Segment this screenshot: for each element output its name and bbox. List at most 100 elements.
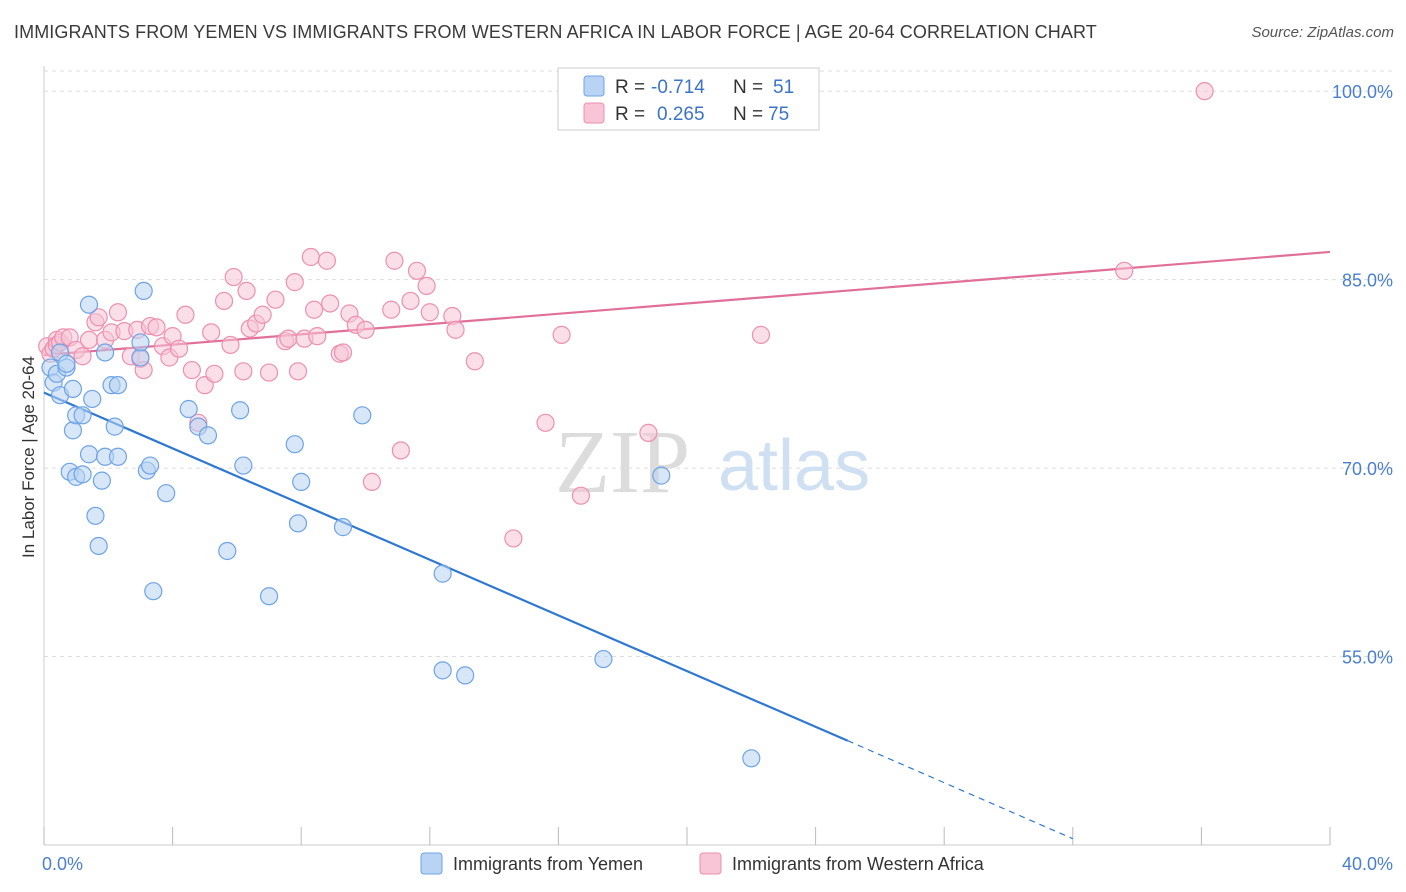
y-tick-label-100: 100.0% — [1332, 82, 1393, 102]
point-western-africa-44 — [279, 329, 298, 348]
point-yemen-42 — [292, 472, 311, 491]
point-western-africa-32 — [205, 364, 224, 383]
point-western-africa-28 — [182, 360, 201, 380]
point-western-africa-57 — [356, 320, 375, 339]
point-yemen-44 — [353, 406, 372, 425]
point-western-africa-74 — [751, 325, 771, 344]
point-yemen-48 — [594, 649, 613, 669]
point-yemen-40 — [285, 435, 304, 454]
point-western-africa-68 — [465, 352, 484, 371]
legend-r-value-1: -0.714 — [651, 77, 705, 98]
point-yemen-24 — [108, 447, 128, 466]
point-western-africa-73 — [639, 423, 658, 442]
bottom-legend-swatch-western-africa — [699, 852, 722, 875]
point-western-africa-75 — [1115, 261, 1134, 280]
point-western-africa-60 — [385, 251, 404, 270]
point-yemen-30 — [140, 456, 160, 475]
point-yemen-38 — [234, 456, 253, 475]
chart-title: IMMIGRANTS FROM YEMEN VS IMMIGRANTS FROM… — [14, 22, 1097, 42]
series-western-africa-points — [38, 82, 1214, 548]
x-tick-label-max: 40.0% — [1342, 854, 1393, 874]
point-western-africa-58 — [362, 472, 382, 491]
point-western-africa-45 — [285, 273, 304, 292]
point-western-africa-72 — [571, 486, 591, 505]
point-yemen-36 — [218, 541, 237, 561]
point-yemen-9 — [63, 421, 83, 440]
point-western-africa-50 — [308, 327, 327, 346]
legend-swatch-western-africa — [583, 102, 605, 124]
point-western-africa-46 — [288, 362, 308, 381]
legend-n-label-2: N = — [733, 104, 763, 125]
point-yemen-33 — [179, 399, 198, 419]
point-western-africa-40 — [253, 305, 272, 324]
point-yemen-41 — [288, 514, 308, 533]
legend-r-value-2: 0.265 — [657, 104, 705, 125]
point-yemen-32 — [157, 484, 176, 503]
point-western-africa-15 — [108, 303, 128, 322]
trend-line-yemen-extension — [847, 740, 1074, 840]
point-yemen-18 — [89, 536, 108, 556]
point-western-africa-35 — [224, 267, 243, 287]
point-yemen-26 — [131, 348, 150, 367]
point-yemen-8 — [63, 379, 83, 399]
point-western-africa-34 — [221, 335, 240, 355]
y-tick-label-70: 70.0% — [1342, 459, 1393, 479]
point-western-africa-54 — [333, 343, 353, 362]
point-western-africa-61 — [391, 441, 410, 460]
legend-n-value-2: 75 — [768, 104, 789, 125]
point-western-africa-59 — [382, 300, 401, 319]
point-western-africa-48 — [301, 247, 320, 267]
point-yemen-31 — [144, 582, 163, 601]
bottom-legend: Immigrants from Yemen Immigrants from We… — [420, 852, 985, 875]
point-western-africa-42 — [266, 290, 285, 309]
point-western-africa-27 — [176, 305, 195, 324]
point-yemen-39 — [259, 587, 279, 606]
point-western-africa-51 — [317, 251, 337, 270]
bottom-legend-swatch-yemen — [420, 852, 443, 875]
point-western-africa-26 — [169, 339, 189, 358]
point-western-africa-31 — [202, 323, 221, 342]
legend-box: R = -0.714 N = 51 R = 0.265 N = 75 — [557, 67, 820, 131]
watermark-atlas: atlas — [718, 426, 870, 506]
point-western-africa-65 — [420, 303, 439, 322]
point-western-africa-10 — [79, 330, 99, 350]
bottom-legend-label-western-africa: Immigrants from Western Africa — [732, 854, 985, 874]
point-yemen-28 — [134, 281, 153, 301]
x-tick-label-min: 0.0% — [42, 854, 83, 874]
point-yemen-47 — [456, 666, 475, 685]
legend-swatch-yemen — [583, 75, 605, 97]
point-western-africa-33 — [214, 291, 234, 311]
point-western-africa-36 — [234, 362, 253, 381]
point-yemen-45 — [433, 564, 452, 583]
y-axis-label: In Labor Force | Age 20-64 — [19, 356, 38, 558]
point-western-africa-63 — [407, 261, 427, 280]
legend-r-label-2: R = — [615, 104, 645, 125]
point-western-africa-71 — [552, 325, 571, 344]
y-tick-label-85: 85.0% — [1342, 271, 1393, 291]
point-western-africa-22 — [147, 318, 166, 337]
point-western-africa-64 — [417, 276, 436, 295]
point-yemen-6 — [57, 354, 76, 373]
point-yemen-19 — [92, 471, 111, 490]
point-western-africa-70 — [536, 413, 555, 432]
point-western-africa-52 — [321, 294, 340, 313]
point-yemen-17 — [86, 506, 105, 525]
point-western-africa-67 — [446, 320, 465, 339]
axes — [43, 66, 1331, 846]
point-yemen-50 — [742, 749, 761, 768]
point-yemen-49 — [652, 466, 671, 485]
point-western-africa-62 — [401, 291, 420, 311]
point-western-africa-41 — [259, 363, 279, 382]
point-western-africa-9 — [73, 347, 92, 366]
point-yemen-25 — [108, 376, 128, 395]
point-yemen-35 — [198, 426, 218, 445]
point-western-africa-76 — [1195, 82, 1214, 101]
watermark: ZIP atlas — [555, 413, 870, 512]
bottom-legend-label-yemen: Immigrants from Yemen — [453, 854, 643, 874]
point-western-africa-37 — [237, 281, 256, 301]
point-yemen-21 — [95, 343, 115, 362]
point-yemen-15 — [79, 445, 99, 464]
point-western-africa-49 — [304, 300, 324, 319]
point-western-africa-69 — [504, 529, 523, 548]
